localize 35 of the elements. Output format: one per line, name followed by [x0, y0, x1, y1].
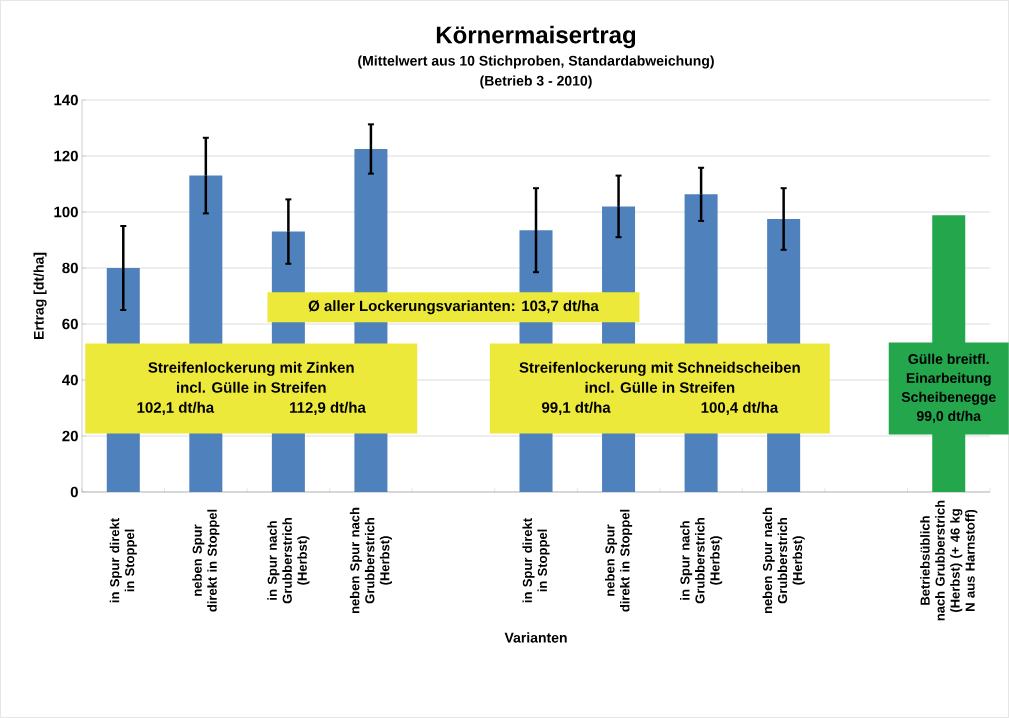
x-tick-label: neben Spur nach Grubberstrich (Herbst)	[349, 507, 392, 614]
annotation: 99,0 dt/ha	[916, 410, 982, 424]
annotation: 99,1 dt/ha	[541, 401, 611, 415]
x-tick-label: Betriebsüblich nach Grubberstrich (Herbst) (+ 46 kg N aus Harnstoff)	[920, 500, 978, 621]
annotation: Ø aller Lockerungsvarianten: 103,7 dt/ha	[308, 300, 599, 315]
x-tick-label: in Spur direkt in Stoppel	[109, 518, 137, 603]
y-tick-label: 80	[62, 262, 78, 274]
annotation: 100,4 dt/ha	[701, 401, 779, 415]
annotation: incl. Gülle in Streifen	[585, 381, 735, 393]
x-axis-title: Varianten	[504, 632, 567, 643]
x-tick-label: neben Spur direkt in Stoppel	[192, 509, 220, 612]
x-tick-label: neben Spur direkt in Stoppel	[605, 509, 633, 612]
x-tick-label: in Spur nach Grubberstrich (Herbst)	[267, 517, 310, 604]
annotation: Einarbeitung	[906, 372, 991, 386]
y-tick-label: 140	[54, 94, 78, 106]
y-tick-label: 20	[62, 430, 78, 442]
y-tick-label: 40	[62, 374, 78, 386]
annotation: Scheibenegge	[901, 391, 996, 405]
y-tick-label: 0	[70, 486, 78, 498]
y-tick-label: 100	[54, 206, 78, 218]
x-tick-label: neben Spur nach Grubberstrich (Herbst)	[762, 507, 805, 614]
annotation: Gülle breitfl.	[908, 353, 989, 365]
annotation: incl. Gülle in Streifen	[176, 381, 326, 393]
x-tick-label: in Spur nach Grubberstrich (Herbst)	[680, 517, 723, 604]
chart-subtitle: (Mittelwert aus 10 Stichproben, Standardabweichung)	[358, 55, 714, 69]
x-tick-label: in Spur direkt in Stoppel	[522, 518, 550, 603]
y-axis-title: Ertrag [dt/ha]	[33, 252, 47, 339]
annotation: 112,9 dt/ha	[290, 401, 366, 415]
y-tick-label: 60	[62, 318, 78, 330]
chart-title: Körnermaisertrag	[436, 25, 636, 49]
annotation: 102,1 dt/ha	[137, 401, 215, 415]
annotation: Streifenlockerung mit Schneidscheiben	[519, 361, 800, 376]
y-tick-label: 120	[54, 150, 78, 162]
text: (Betrieb 3 - 2010)	[480, 75, 592, 89]
annotation: Streifenlockerung mit Zinken	[148, 361, 354, 376]
